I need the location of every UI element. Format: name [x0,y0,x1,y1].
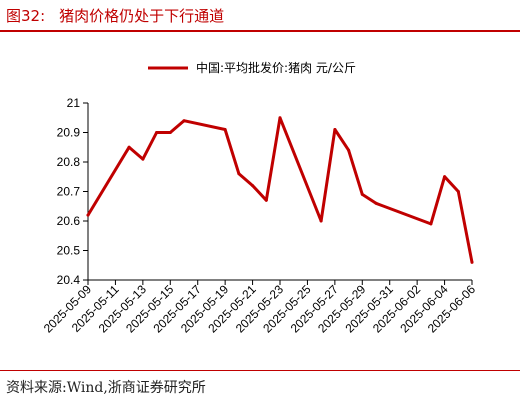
figure-title-text: 猪肉价格仍处于下行通道 [59,7,225,25]
data-point [168,131,172,134]
data-point [264,198,268,202]
data-point [223,128,227,131]
y-tick-label: 20.9 [57,126,81,140]
data-point [182,119,186,123]
figure-source: 资料来源:Wind,浙商证券研究所 [6,380,206,396]
data-point [86,213,90,217]
y-tick-label: 20.4 [57,273,81,287]
data-point [155,131,159,134]
header-rule [0,30,520,32]
data-point [429,222,433,226]
data-point [333,128,337,131]
series-line [86,116,474,264]
data-point [360,192,364,196]
figure-label: 图32: [6,7,46,25]
data-point [127,145,131,149]
footer-rule [0,370,520,371]
data-point [278,116,282,120]
line-chart: 中国:平均批发价:猪肉 元/公斤 20.4 20.5 20.6 20.7 20.8 20.9… [41,60,479,336]
y-tick-label: 20.6 [57,214,81,228]
figure-title: 图32: 猪肉价格仍处于下行通道 [6,5,224,26]
data-point [251,184,255,188]
data-point [141,157,145,161]
y-tick-label: 21 [67,96,81,110]
y-tick-label: 20.8 [57,155,81,169]
data-point [347,148,351,152]
data-point [374,201,378,205]
y-tick-label: 20.7 [57,185,81,199]
figure-header: 图32: 猪肉价格仍处于下行通道 [0,0,520,30]
data-point [237,172,241,176]
data-point [470,260,474,264]
y-tick-label: 20.5 [57,244,81,258]
data-point [443,175,447,179]
legend-label: 中国:平均批发价:猪肉 元/公斤 [196,60,356,75]
data-point [319,219,323,223]
data-point [456,190,460,193]
